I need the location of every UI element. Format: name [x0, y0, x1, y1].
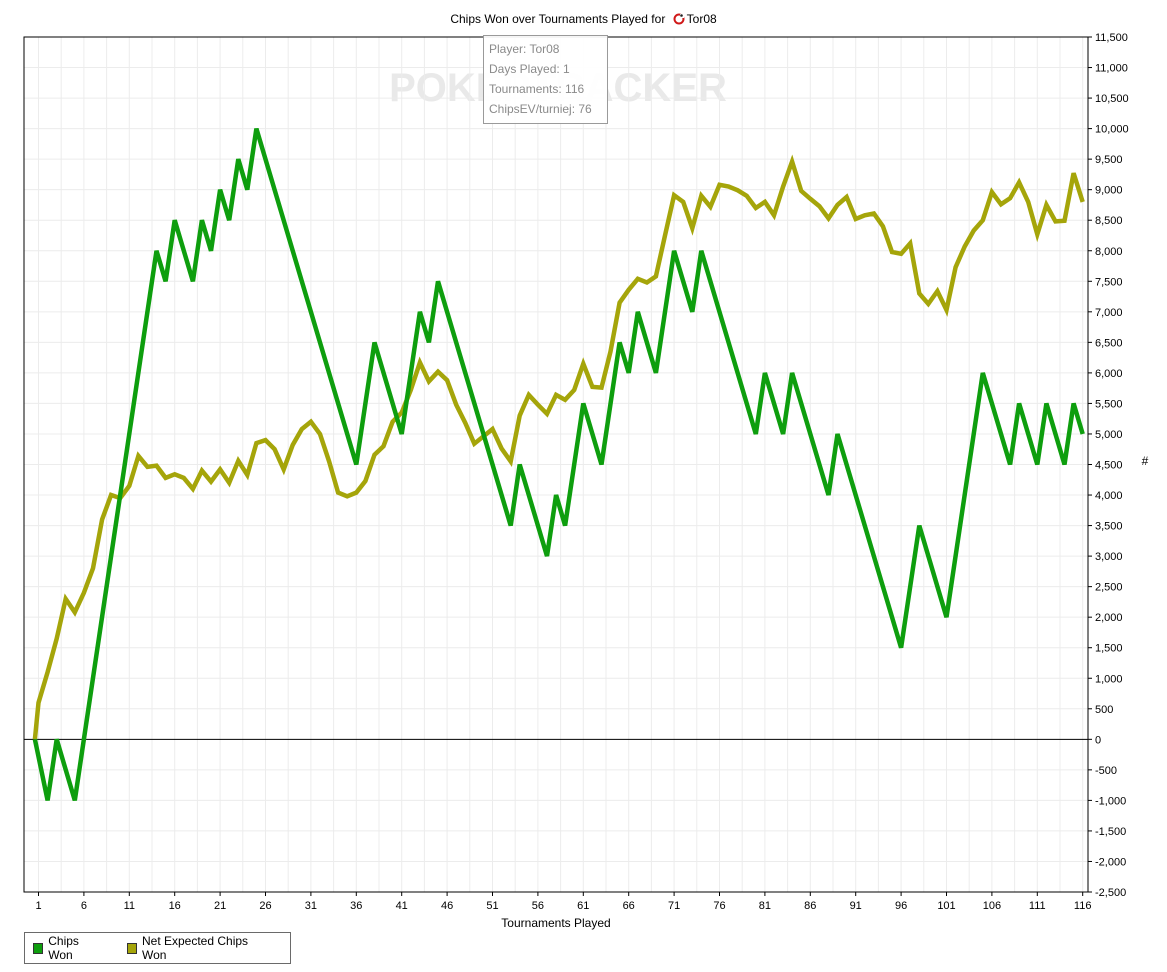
x-tick-label: 56 — [532, 900, 544, 912]
x-tick-label: 101 — [937, 900, 955, 912]
y-tick-label: 7,500 — [1095, 276, 1123, 288]
y-tick-label: 6,000 — [1095, 368, 1123, 380]
y-axis-title: # — [1142, 454, 1149, 468]
x-tick-label: 6 — [81, 900, 87, 912]
x-tick-label: 16 — [169, 900, 181, 912]
y-tick-label: -1,000 — [1095, 795, 1126, 807]
stats-player: Player: Tor08 — [489, 42, 560, 56]
y-tick-label: 2,000 — [1095, 612, 1123, 624]
legend-label-net-expected: Net Expected Chips Won — [141, 934, 249, 962]
stats-tournaments: Tournaments: 116 — [489, 82, 585, 96]
player-stats-tooltip: Player: Tor08 Days Played: 1 Tournaments… — [483, 35, 608, 124]
y-tick-label: 8,000 — [1095, 246, 1123, 258]
x-axis-title: Tournaments Played — [501, 916, 610, 930]
y-tick-label: 5,500 — [1095, 398, 1123, 410]
legend-swatch-chips-won — [33, 942, 44, 954]
y-tick-label: 10,500 — [1095, 93, 1129, 105]
y-tick-label: 11,000 — [1095, 63, 1128, 75]
y-tick-label: 0 — [1095, 734, 1101, 746]
y-tick-label: -2,000 — [1095, 856, 1126, 868]
y-tick-label: 8,500 — [1095, 215, 1123, 227]
x-tick-label: 46 — [441, 900, 453, 912]
x-tick-label: 31 — [305, 900, 317, 912]
x-tick-label: 51 — [486, 900, 498, 912]
series-layer — [32, 127, 1085, 802]
x-tick-label: 91 — [850, 900, 862, 912]
chart-title-prefix: Chips Won over Tournaments Played for — [450, 12, 666, 26]
y-axis: -2,500 -2,000 -1,500 -1,000 -500 0 500 1,000 1,5… — [1088, 32, 1129, 899]
x-tick-label: 106 — [983, 900, 1001, 912]
x-tick-label: 71 — [668, 900, 680, 912]
legend-label-chips-won: Chips Won — [48, 934, 79, 962]
y-tick-label: 11,500 — [1095, 32, 1128, 44]
x-tick-label: 111 — [1029, 900, 1046, 912]
y-tick-label: -2,500 — [1095, 887, 1126, 899]
stats-chipsev: ChipsEV/turniej: 76 — [489, 102, 592, 116]
x-tick-label: 1 — [35, 900, 41, 912]
y-tick-label: 7,000 — [1095, 307, 1123, 319]
x-tick-label: 61 — [577, 900, 589, 912]
legend: Chips Won Net Expected Chips Won — [24, 932, 291, 964]
y-tick-label: 3,000 — [1095, 551, 1123, 563]
legend-item-net-expected[interactable]: Net Expected Chips Won — [126, 934, 265, 962]
legend-item-chips-won[interactable]: Chips Won — [33, 934, 102, 962]
x-tick-label: 36 — [350, 900, 362, 912]
series-line-net-expected-chips-won — [32, 154, 1085, 740]
stats-days-played: Days Played: 1 — [489, 62, 570, 76]
y-tick-label: 6,500 — [1095, 337, 1123, 349]
y-tick-label: 9,000 — [1095, 185, 1123, 197]
legend-swatch-net-expected — [126, 942, 137, 954]
y-tick-label: 9,500 — [1095, 154, 1123, 166]
x-tick-label: 76 — [713, 900, 725, 912]
x-axis: 1 6 11 16 21 26 31 36 41 46 51 56 61 66 71 76 81 86 91 96 10… — [35, 892, 1091, 912]
x-tick-label: 21 — [214, 900, 226, 912]
x-tick-label: 41 — [396, 900, 408, 912]
x-tick-label: 26 — [259, 900, 271, 912]
chart-title-player: Tor08 — [686, 12, 717, 26]
x-tick-label: 66 — [623, 900, 635, 912]
x-tick-label: 116 — [1074, 900, 1092, 912]
x-tick-label: 96 — [895, 900, 907, 912]
y-tick-label: 3,500 — [1095, 521, 1123, 533]
y-tick-label: 2,500 — [1095, 582, 1123, 594]
grid — [24, 36, 1088, 893]
y-tick-label: 1,500 — [1095, 643, 1123, 655]
y-tick-label: 4,500 — [1095, 460, 1123, 472]
chart-title: Chips Won over Tournaments Played for To… — [0, 12, 1167, 28]
y-tick-label: -1,500 — [1095, 826, 1126, 838]
player-avatar-icon — [673, 13, 685, 28]
y-tick-label: 4,000 — [1095, 490, 1123, 502]
y-tick-label: 1,000 — [1095, 673, 1123, 685]
x-tick-label: 11 — [124, 900, 135, 912]
y-tick-label: -500 — [1095, 765, 1117, 777]
y-tick-label: 5,000 — [1095, 429, 1123, 441]
x-tick-label: 86 — [804, 900, 816, 912]
x-tick-label: 81 — [759, 900, 771, 912]
y-tick-label: 10,000 — [1095, 124, 1129, 136]
series-line-chips-won — [32, 127, 1085, 802]
y-tick-label: 500 — [1095, 704, 1113, 716]
